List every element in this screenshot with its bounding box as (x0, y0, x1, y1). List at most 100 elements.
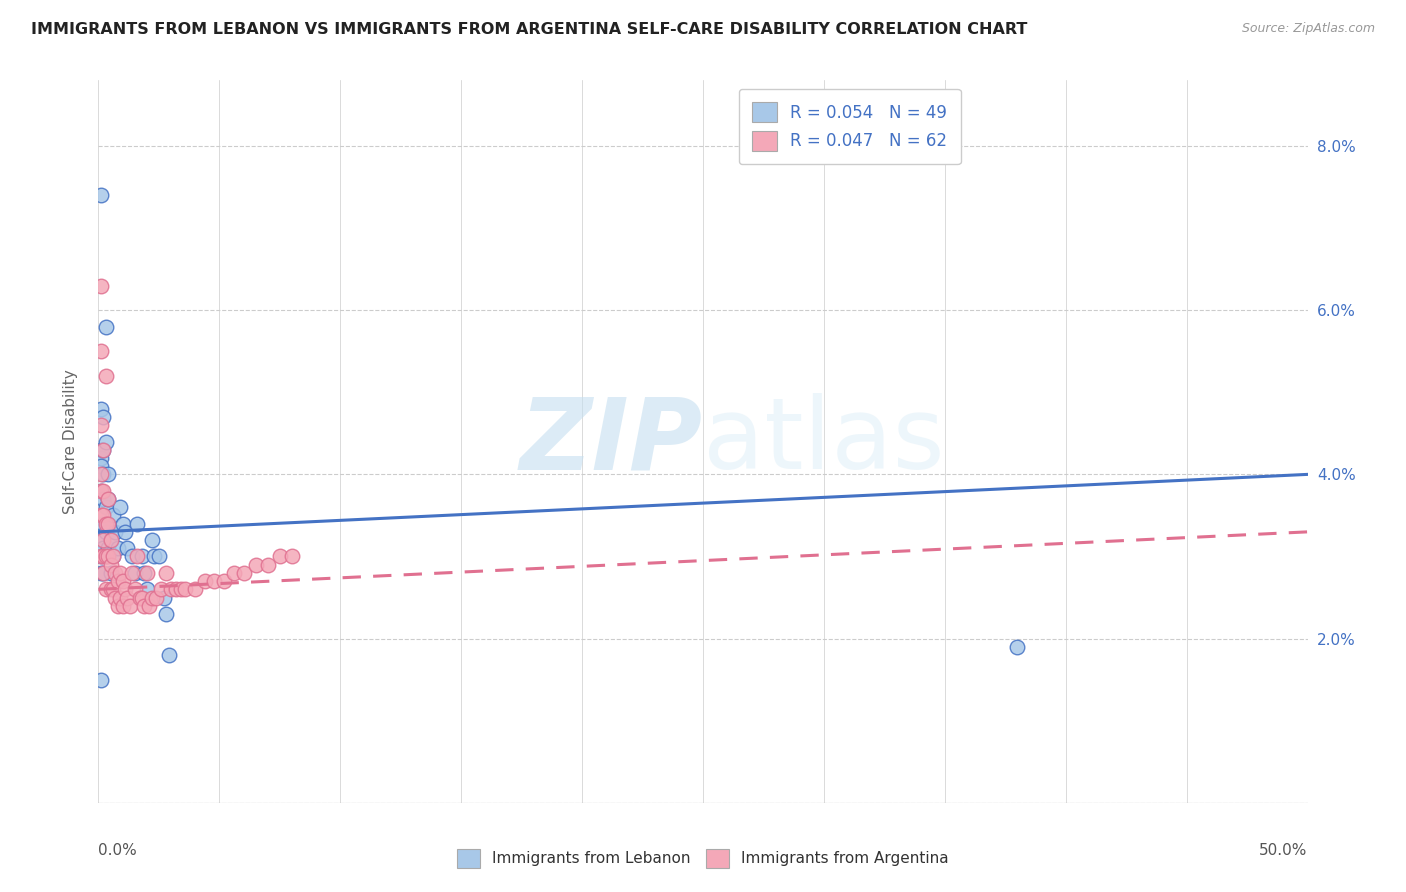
Point (108, 500, 131, 515)
Point (104, 591, 127, 605)
Point (94, 582, 117, 597)
Point (90, 483, 112, 498)
Point (118, 599, 141, 613)
Point (97, 541, 120, 556)
Point (121, 566, 143, 580)
Point (91, 442, 114, 457)
Point (212, 574, 235, 588)
Point (90, 566, 112, 580)
Point (101, 582, 124, 597)
Point (90, 549, 112, 564)
Point (169, 582, 191, 597)
Point (160, 582, 183, 597)
Point (107, 541, 129, 556)
Point (121, 549, 143, 564)
Point (100, 533, 122, 547)
Point (222, 566, 245, 580)
Point (127, 549, 149, 564)
Point (94, 368, 117, 383)
Point (104, 566, 127, 580)
Point (131, 591, 153, 605)
Point (141, 533, 163, 547)
Text: 50.0%: 50.0% (1260, 843, 1308, 857)
Point (91, 533, 114, 547)
Point (90, 533, 112, 547)
Point (124, 566, 146, 580)
Point (90, 483, 112, 498)
Point (90, 418, 112, 433)
Point (90, 673, 112, 687)
Point (94, 319, 117, 334)
Point (165, 582, 187, 597)
Legend: R = 0.054   N = 49, R = 0.047   N = 62: R = 0.054 N = 49, R = 0.047 N = 62 (738, 88, 960, 164)
Point (97, 491, 120, 506)
Point (97, 516, 120, 531)
Text: atlas: atlas (703, 393, 945, 490)
Point (94, 549, 117, 564)
Point (107, 599, 129, 613)
Point (97, 491, 120, 506)
Point (157, 648, 180, 662)
Point (101, 508, 124, 523)
Point (111, 574, 134, 588)
Point (91, 566, 114, 580)
Point (148, 549, 170, 564)
Point (141, 591, 163, 605)
Point (127, 516, 149, 531)
Point (97, 549, 120, 564)
Point (143, 549, 166, 564)
Point (97, 467, 120, 482)
Point (184, 582, 207, 597)
Text: 0.0%: 0.0% (98, 843, 138, 857)
Point (94, 516, 117, 531)
Point (245, 558, 267, 572)
Point (155, 607, 177, 621)
Point (256, 558, 278, 572)
Point (111, 516, 134, 531)
Text: IMMIGRANTS FROM LEBANON VS IMMIGRANTS FROM ARGENTINA SELF-CARE DISABILITY CORREL: IMMIGRANTS FROM LEBANON VS IMMIGRANTS FR… (31, 22, 1028, 37)
Point (100, 566, 122, 580)
Point (135, 566, 157, 580)
Point (90, 188, 112, 202)
Point (100, 582, 122, 597)
Point (91, 516, 114, 531)
Legend: Immigrants from Lebanon, Immigrants from Argentina: Immigrants from Lebanon, Immigrants from… (451, 843, 955, 873)
Point (232, 566, 254, 580)
Point (91, 409, 114, 424)
Point (100, 533, 122, 547)
Point (108, 566, 131, 580)
Point (194, 574, 217, 588)
Point (94, 524, 117, 539)
Point (90, 459, 112, 474)
Point (91, 541, 114, 556)
Point (91, 442, 114, 457)
Point (117, 591, 139, 605)
Point (101, 549, 124, 564)
Point (117, 541, 139, 556)
Point (124, 582, 146, 597)
Point (114, 524, 136, 539)
Point (100, 558, 122, 572)
Point (90, 344, 112, 359)
Point (281, 549, 304, 564)
Point (91, 491, 114, 506)
Point (101, 549, 124, 564)
Point (108, 591, 131, 605)
Point (91, 566, 114, 580)
Point (134, 599, 156, 613)
Point (90, 467, 112, 482)
Point (138, 599, 160, 613)
Point (269, 549, 291, 564)
Text: ZIP: ZIP (520, 393, 703, 490)
Point (94, 549, 117, 564)
Point (134, 566, 156, 580)
Point (1007, 640, 1029, 654)
Point (114, 582, 136, 597)
Point (104, 524, 127, 539)
Point (90, 508, 112, 523)
Point (204, 574, 226, 588)
Point (90, 450, 112, 465)
Point (90, 278, 112, 293)
Point (131, 549, 153, 564)
Point (107, 574, 129, 588)
